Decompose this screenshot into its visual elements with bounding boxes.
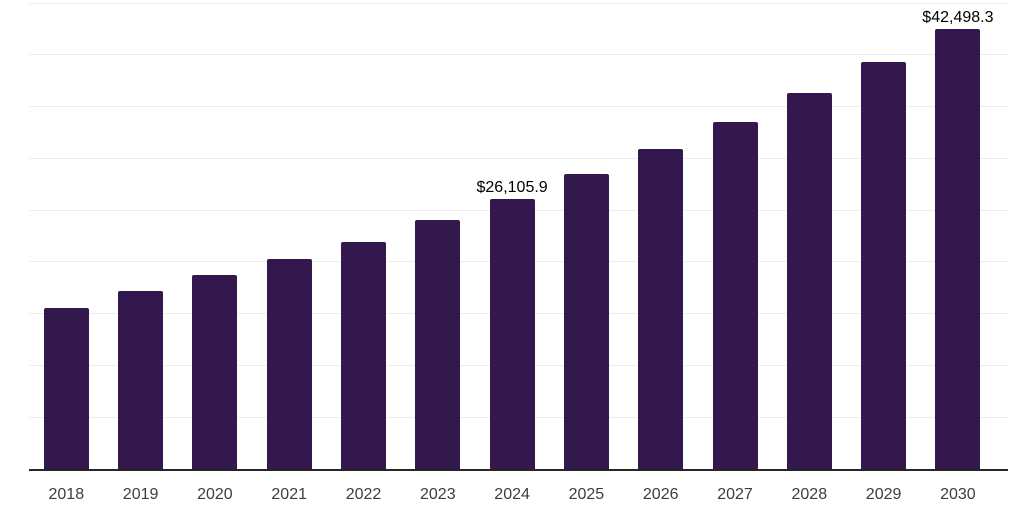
gridline-40000 bbox=[29, 54, 1008, 56]
x-tick-label-2028: 2028 bbox=[791, 486, 828, 503]
bar-value-label-2030: $42,498.3 bbox=[922, 8, 994, 26]
gridline-45000 bbox=[29, 2, 1008, 4]
bar-2024 bbox=[489, 198, 535, 469]
x-tick-label-2025: 2025 bbox=[568, 486, 605, 503]
x-tick-label-2021: 2021 bbox=[271, 486, 307, 503]
x-tick-label-2024: 2024 bbox=[494, 486, 530, 503]
bar-2020 bbox=[192, 275, 238, 469]
x-tick-label-2026: 2026 bbox=[642, 486, 679, 503]
x-tick-label-2020: 2020 bbox=[197, 486, 233, 503]
bar-2022 bbox=[341, 241, 386, 469]
x-tick-label-2019: 2019 bbox=[122, 486, 159, 503]
x-tick-label-2022: 2022 bbox=[345, 486, 382, 503]
bar-2030 bbox=[935, 28, 981, 469]
bar-2018 bbox=[43, 308, 89, 469]
x-tick-label-2018: 2018 bbox=[48, 486, 85, 503]
bar-2023 bbox=[415, 220, 461, 469]
bar-2021 bbox=[266, 258, 312, 469]
bar-2027 bbox=[712, 121, 758, 469]
bar-value-label-2024: $26,105.9 bbox=[476, 178, 548, 196]
x-axis-line bbox=[29, 469, 1008, 471]
bar-2029 bbox=[861, 61, 907, 469]
x-tick-label-2030: 2030 bbox=[940, 486, 976, 503]
x-tick-label-2027: 2027 bbox=[717, 486, 753, 503]
bar-2028 bbox=[786, 92, 832, 469]
x-tick-label-2029: 2029 bbox=[865, 486, 902, 503]
bar-2026 bbox=[638, 149, 684, 469]
bar-2019 bbox=[118, 291, 164, 469]
bar-2025 bbox=[563, 174, 609, 469]
x-tick-label-2023: 2023 bbox=[420, 486, 456, 503]
gridline-30000 bbox=[29, 157, 1008, 159]
gridline-35000 bbox=[29, 106, 1008, 108]
